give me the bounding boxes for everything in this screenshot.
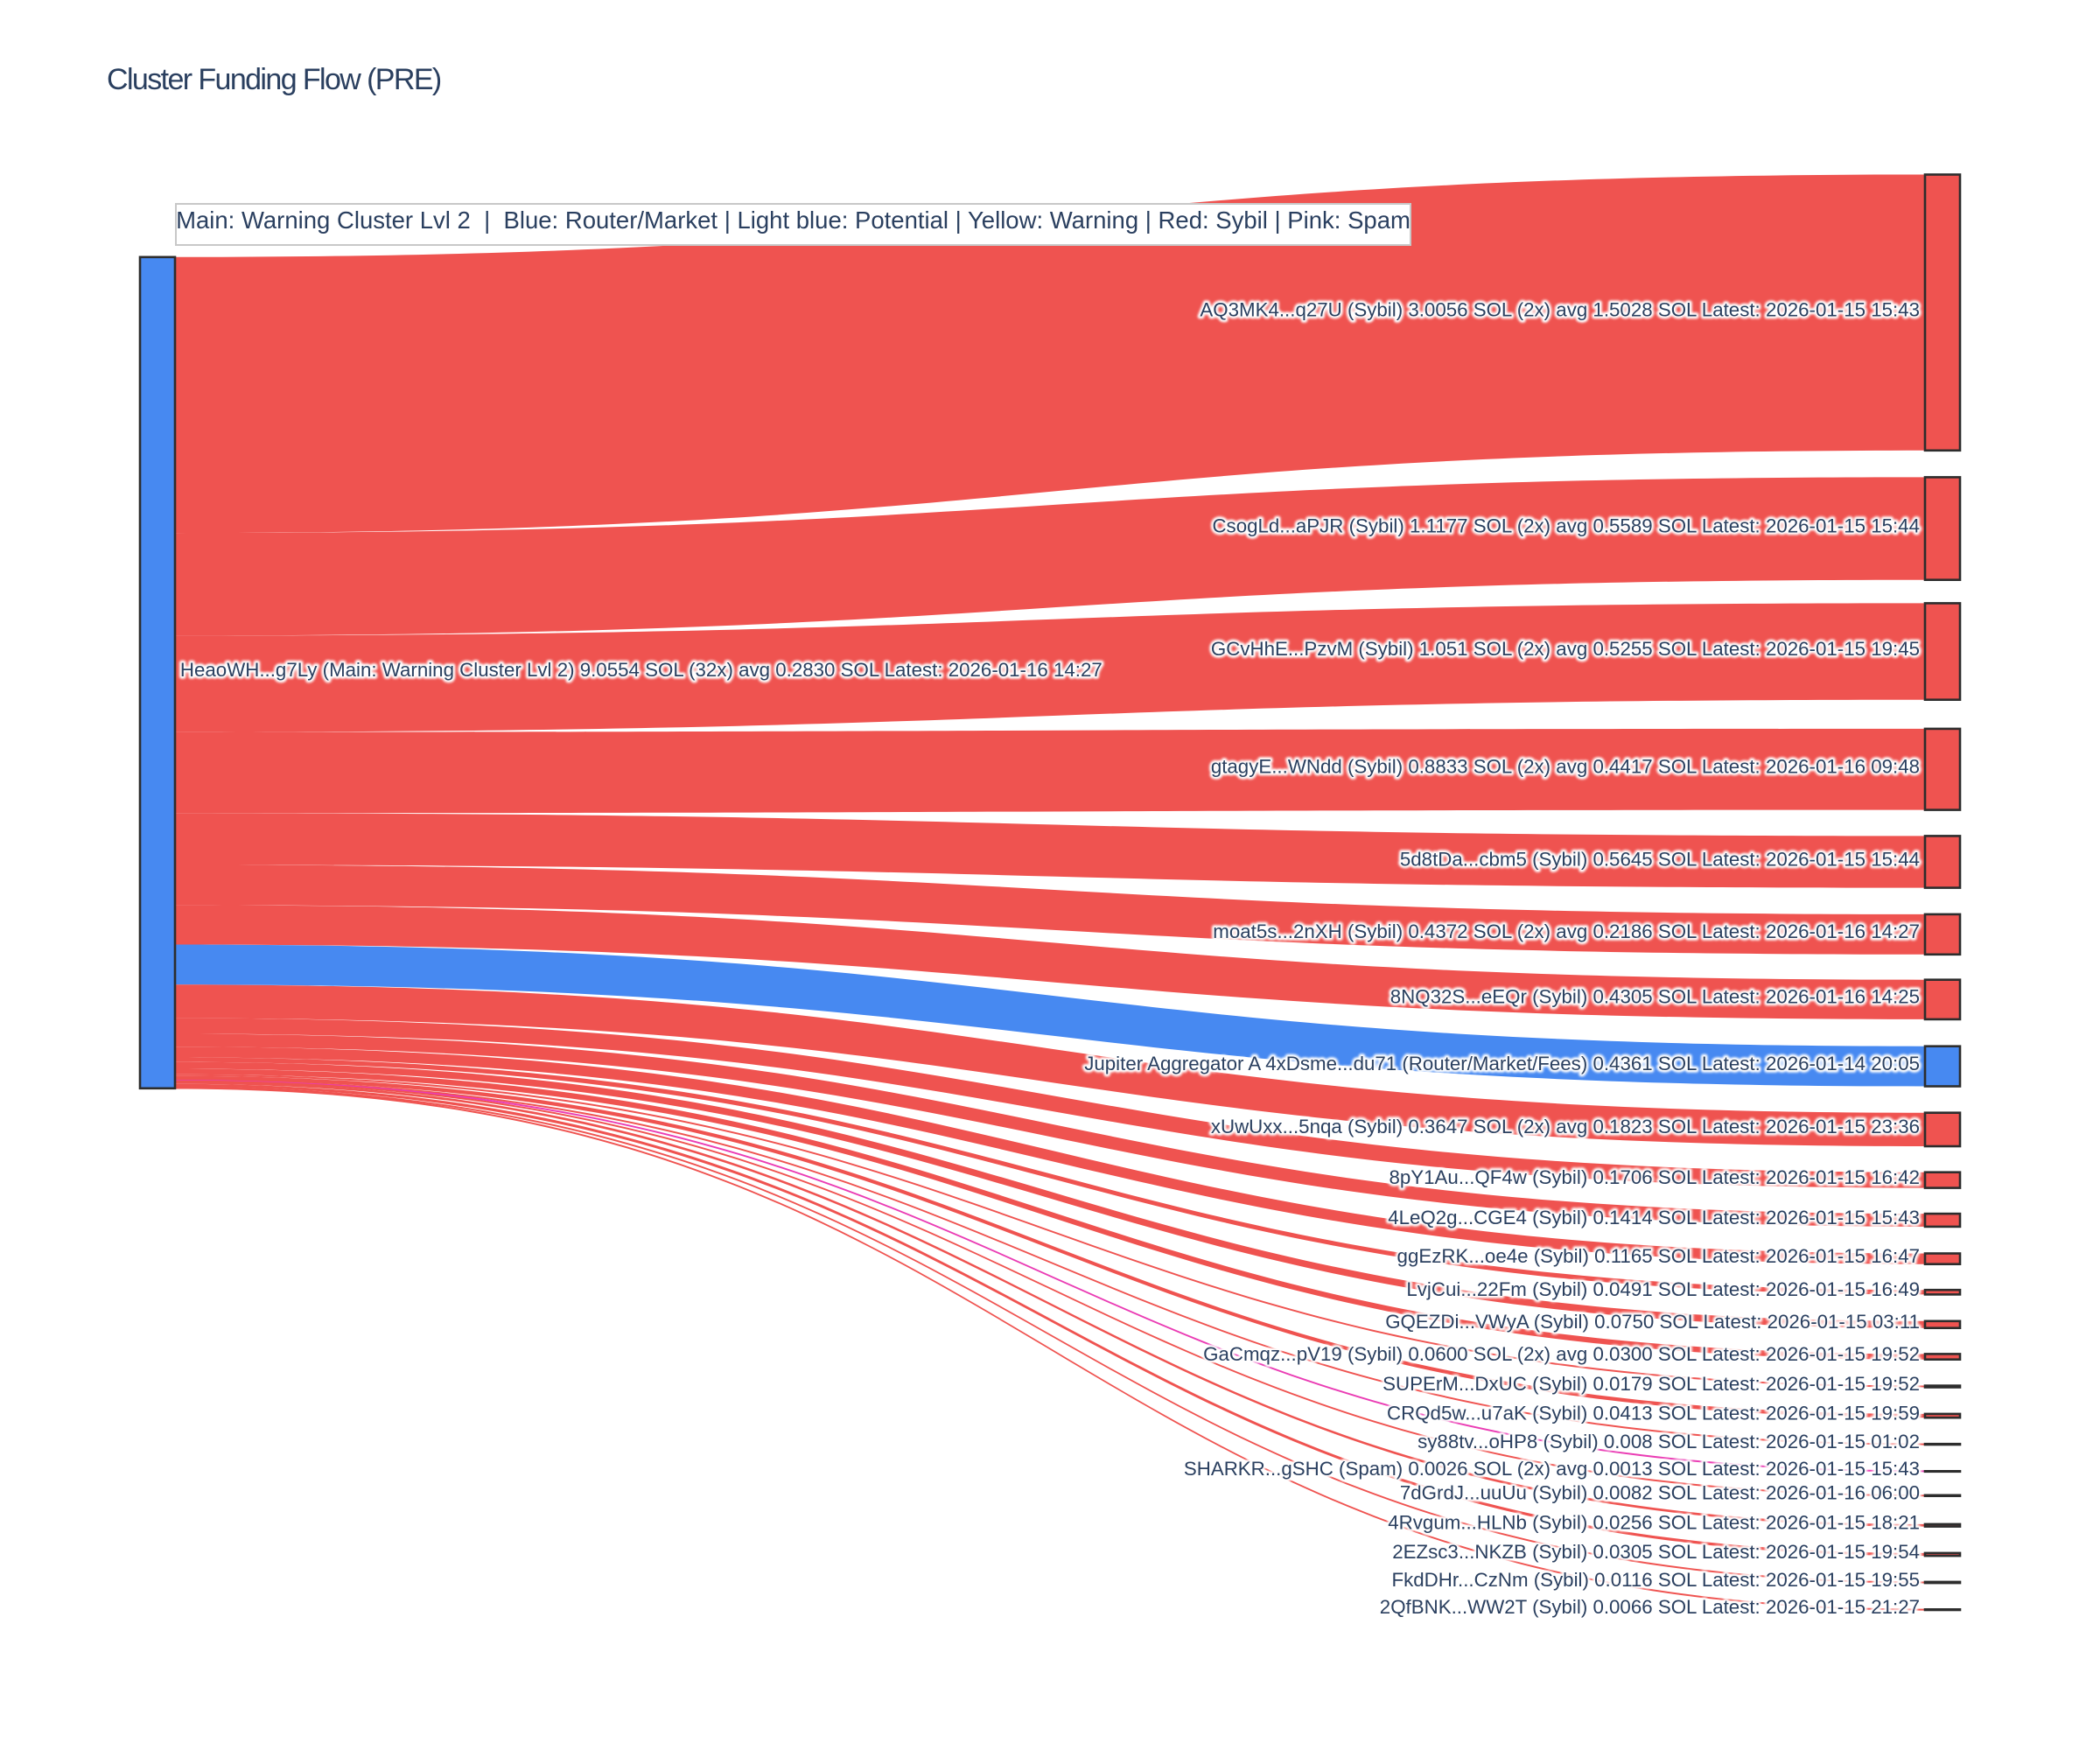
- svg-text:8NQ32S...eEQr (Sybil) 0.4305 S: 8NQ32S...eEQr (Sybil) 0.4305 SOL Latest:…: [1390, 986, 1920, 1008]
- svg-text:xUwUxx...5nqa (Sybil) 0.3647 S: xUwUxx...5nqa (Sybil) 0.3647 SOL (2x) av…: [1211, 1116, 1920, 1138]
- svg-text:SHARKR...gSHC (Spam) 0.0026 SO: SHARKR...gSHC (Spam) 0.0026 SOL (2x) avg…: [1184, 1458, 1920, 1480]
- svg-text:AQ3MK4...q27U (Sybil) 3.0056 S: AQ3MK4...q27U (Sybil) 3.0056 SOL (2x) av…: [1200, 299, 1920, 321]
- svg-text:GaCmqz...pV19 (Sybil) 0.0600 S: GaCmqz...pV19 (Sybil) 0.0600 SOL (2x) av…: [1203, 1343, 1920, 1365]
- svg-text:5d8tDa...cbm5 (Sybil) 0.5645 S: 5d8tDa...cbm5 (Sybil) 0.5645 SOL Latest:…: [1400, 848, 1920, 870]
- svg-text:sy88tv...oHP8 (Sybil) 0.008 SO: sy88tv...oHP8 (Sybil) 0.008 SOL Latest: …: [1418, 1431, 1920, 1452]
- svg-text:2QfBNK...WW2T (Sybil) 0.0066 S: 2QfBNK...WW2T (Sybil) 0.0066 SOL Latest:…: [1380, 1596, 1920, 1618]
- svg-text:Main: Warning Cluster Lvl 2 |: Main: Warning Cluster Lvl 2 | Blue: Rout…: [176, 206, 1410, 234]
- svg-text:gtagyE...WNdd (Sybil) 0.8833 S: gtagyE...WNdd (Sybil) 0.8833 SOL (2x) av…: [1211, 756, 1920, 778]
- svg-text:LvjCui...22Fm (Sybil) 0.0491 S: LvjCui...22Fm (Sybil) 0.0491 SOL Latest:…: [1406, 1278, 1920, 1300]
- svg-text:moat5s...2nXH (Sybil) 0.4372 S: moat5s...2nXH (Sybil) 0.4372 SOL (2x) av…: [1213, 920, 1920, 942]
- svg-text:Cluster Funding Flow (PRE): Cluster Funding Flow (PRE): [107, 63, 441, 96]
- svg-text:GCvHhE...PzvM (Sybil) 1.051 SO: GCvHhE...PzvM (Sybil) 1.051 SOL (2x) avg…: [1211, 638, 1920, 660]
- svg-text:GCvHhE...PzvM (Sybil) 1.051 SO: GCvHhE...PzvM (Sybil) 1.051 SOL (2x) avg…: [1211, 638, 1920, 660]
- svg-text:SHARKR...gSHC (Spam) 0.0026 SO: SHARKR...gSHC (Spam) 0.0026 SOL (2x) avg…: [1184, 1458, 1920, 1480]
- svg-text:ggEzRK...oe4e (Sybil) 0.1165 S: ggEzRK...oe4e (Sybil) 0.1165 SOL Latest:…: [1397, 1245, 1920, 1267]
- svg-text:8pY1Au...QF4w (Sybil) 0.1706 S: 8pY1Au...QF4w (Sybil) 0.1706 SOL Latest:…: [1389, 1166, 1920, 1188]
- svg-text:FkdDHr...CzNm (Sybil) 0.0116 S: FkdDHr...CzNm (Sybil) 0.0116 SOL Latest:…: [1391, 1569, 1920, 1591]
- svg-text:Jupiter Aggregator A 4xDsme...: Jupiter Aggregator A 4xDsme...du71 (Rout…: [1084, 1053, 1920, 1074]
- svg-text:FkdDHr...CzNm (Sybil) 0.0116 S: FkdDHr...CzNm (Sybil) 0.0116 SOL Latest:…: [1391, 1569, 1920, 1591]
- svg-text:4LeQ2g...CGE4 (Sybil) 0.1414 S: 4LeQ2g...CGE4 (Sybil) 0.1414 SOL Latest:…: [1388, 1207, 1920, 1228]
- svg-text:moat5s...2nXH (Sybil) 0.4372 S: moat5s...2nXH (Sybil) 0.4372 SOL (2x) av…: [1213, 920, 1920, 942]
- svg-text:5d8tDa...cbm5 (Sybil) 0.5645 S: 5d8tDa...cbm5 (Sybil) 0.5645 SOL Latest:…: [1400, 848, 1920, 870]
- svg-text:2EZsc3...NKZB (Sybil) 0.0305 S: 2EZsc3...NKZB (Sybil) 0.0305 SOL Latest:…: [1392, 1541, 1920, 1563]
- svg-text:8NQ32S...eEQr (Sybil) 0.4305 S: 8NQ32S...eEQr (Sybil) 0.4305 SOL Latest:…: [1390, 986, 1920, 1008]
- svg-text:AQ3MK4...q27U (Sybil) 3.0056 S: AQ3MK4...q27U (Sybil) 3.0056 SOL (2x) av…: [1200, 299, 1920, 321]
- svg-text:CsogLd...aPJR (Sybil) 1.1177 S: CsogLd...aPJR (Sybil) 1.1177 SOL (2x) av…: [1212, 514, 1920, 536]
- svg-text:2QfBNK...WW2T (Sybil) 0.0066 S: 2QfBNK...WW2T (Sybil) 0.0066 SOL Latest:…: [1380, 1596, 1920, 1618]
- svg-text:GaCmqz...pV19 (Sybil) 0.0600 S: GaCmqz...pV19 (Sybil) 0.0600 SOL (2x) av…: [1203, 1343, 1920, 1365]
- svg-text:4Rvgum...HLNb (Sybil) 0.0256 S: 4Rvgum...HLNb (Sybil) 0.0256 SOL Latest:…: [1388, 1512, 1920, 1534]
- svg-text:CRQd5w...u7aK (Sybil) 0.0413 S: CRQd5w...u7aK (Sybil) 0.0413 SOL Latest:…: [1387, 1403, 1920, 1424]
- svg-text:CsogLd...aPJR (Sybil) 1.1177 S: CsogLd...aPJR (Sybil) 1.1177 SOL (2x) av…: [1212, 514, 1920, 536]
- svg-text:HeaoWH...g7Ly (Main: Warning C: HeaoWH...g7Ly (Main: Warning Cluster Lvl…: [180, 659, 1102, 681]
- svg-text:xUwUxx...5nqa (Sybil) 0.3647 S: xUwUxx...5nqa (Sybil) 0.3647 SOL (2x) av…: [1211, 1116, 1920, 1138]
- svg-text:HeaoWH...g7Ly (Main: Warning C: HeaoWH...g7Ly (Main: Warning Cluster Lvl…: [180, 659, 1102, 681]
- svg-text:4LeQ2g...CGE4 (Sybil) 0.1414 S: 4LeQ2g...CGE4 (Sybil) 0.1414 SOL Latest:…: [1388, 1207, 1920, 1228]
- svg-text:GQEZDi...VWyA (Sybil) 0.0750 S: GQEZDi...VWyA (Sybil) 0.0750 SOL Latest:…: [1385, 1311, 1920, 1333]
- svg-text:SUPErM...DxUC (Sybil) 0.0179 S: SUPErM...DxUC (Sybil) 0.0179 SOL Latest:…: [1382, 1373, 1920, 1395]
- svg-text:gtagyE...WNdd (Sybil) 0.8833 S: gtagyE...WNdd (Sybil) 0.8833 SOL (2x) av…: [1211, 756, 1920, 778]
- svg-text:SUPErM...DxUC (Sybil) 0.0179 S: SUPErM...DxUC (Sybil) 0.0179 SOL Latest:…: [1382, 1373, 1920, 1395]
- svg-text:4Rvgum...HLNb (Sybil) 0.0256 S: 4Rvgum...HLNb (Sybil) 0.0256 SOL Latest:…: [1388, 1512, 1920, 1534]
- svg-text:Jupiter Aggregator A 4xDsme...: Jupiter Aggregator A 4xDsme...du71 (Rout…: [1084, 1053, 1920, 1074]
- svg-text:ggEzRK...oe4e (Sybil) 0.1165 S: ggEzRK...oe4e (Sybil) 0.1165 SOL Latest:…: [1397, 1245, 1920, 1267]
- svg-text:2EZsc3...NKZB (Sybil) 0.0305 S: 2EZsc3...NKZB (Sybil) 0.0305 SOL Latest:…: [1392, 1541, 1920, 1563]
- svg-text:LvjCui...22Fm (Sybil) 0.0491 S: LvjCui...22Fm (Sybil) 0.0491 SOL Latest:…: [1406, 1278, 1920, 1300]
- svg-text:sy88tv...oHP8 (Sybil) 0.008 SO: sy88tv...oHP8 (Sybil) 0.008 SOL Latest: …: [1418, 1431, 1920, 1452]
- svg-text:CRQd5w...u7aK (Sybil) 0.0413 S: CRQd5w...u7aK (Sybil) 0.0413 SOL Latest:…: [1387, 1403, 1920, 1424]
- svg-text:8pY1Au...QF4w (Sybil) 0.1706 S: 8pY1Au...QF4w (Sybil) 0.1706 SOL Latest:…: [1389, 1166, 1920, 1188]
- svg-text:GQEZDi...VWyA (Sybil) 0.0750 S: GQEZDi...VWyA (Sybil) 0.0750 SOL Latest:…: [1385, 1311, 1920, 1333]
- svg-text:7dGrdJ...uuUu (Sybil) 0.0082 S: 7dGrdJ...uuUu (Sybil) 0.0082 SOL Latest:…: [1400, 1482, 1920, 1504]
- svg-text:7dGrdJ...uuUu (Sybil) 0.0082 S: 7dGrdJ...uuUu (Sybil) 0.0082 SOL Latest:…: [1400, 1482, 1920, 1504]
